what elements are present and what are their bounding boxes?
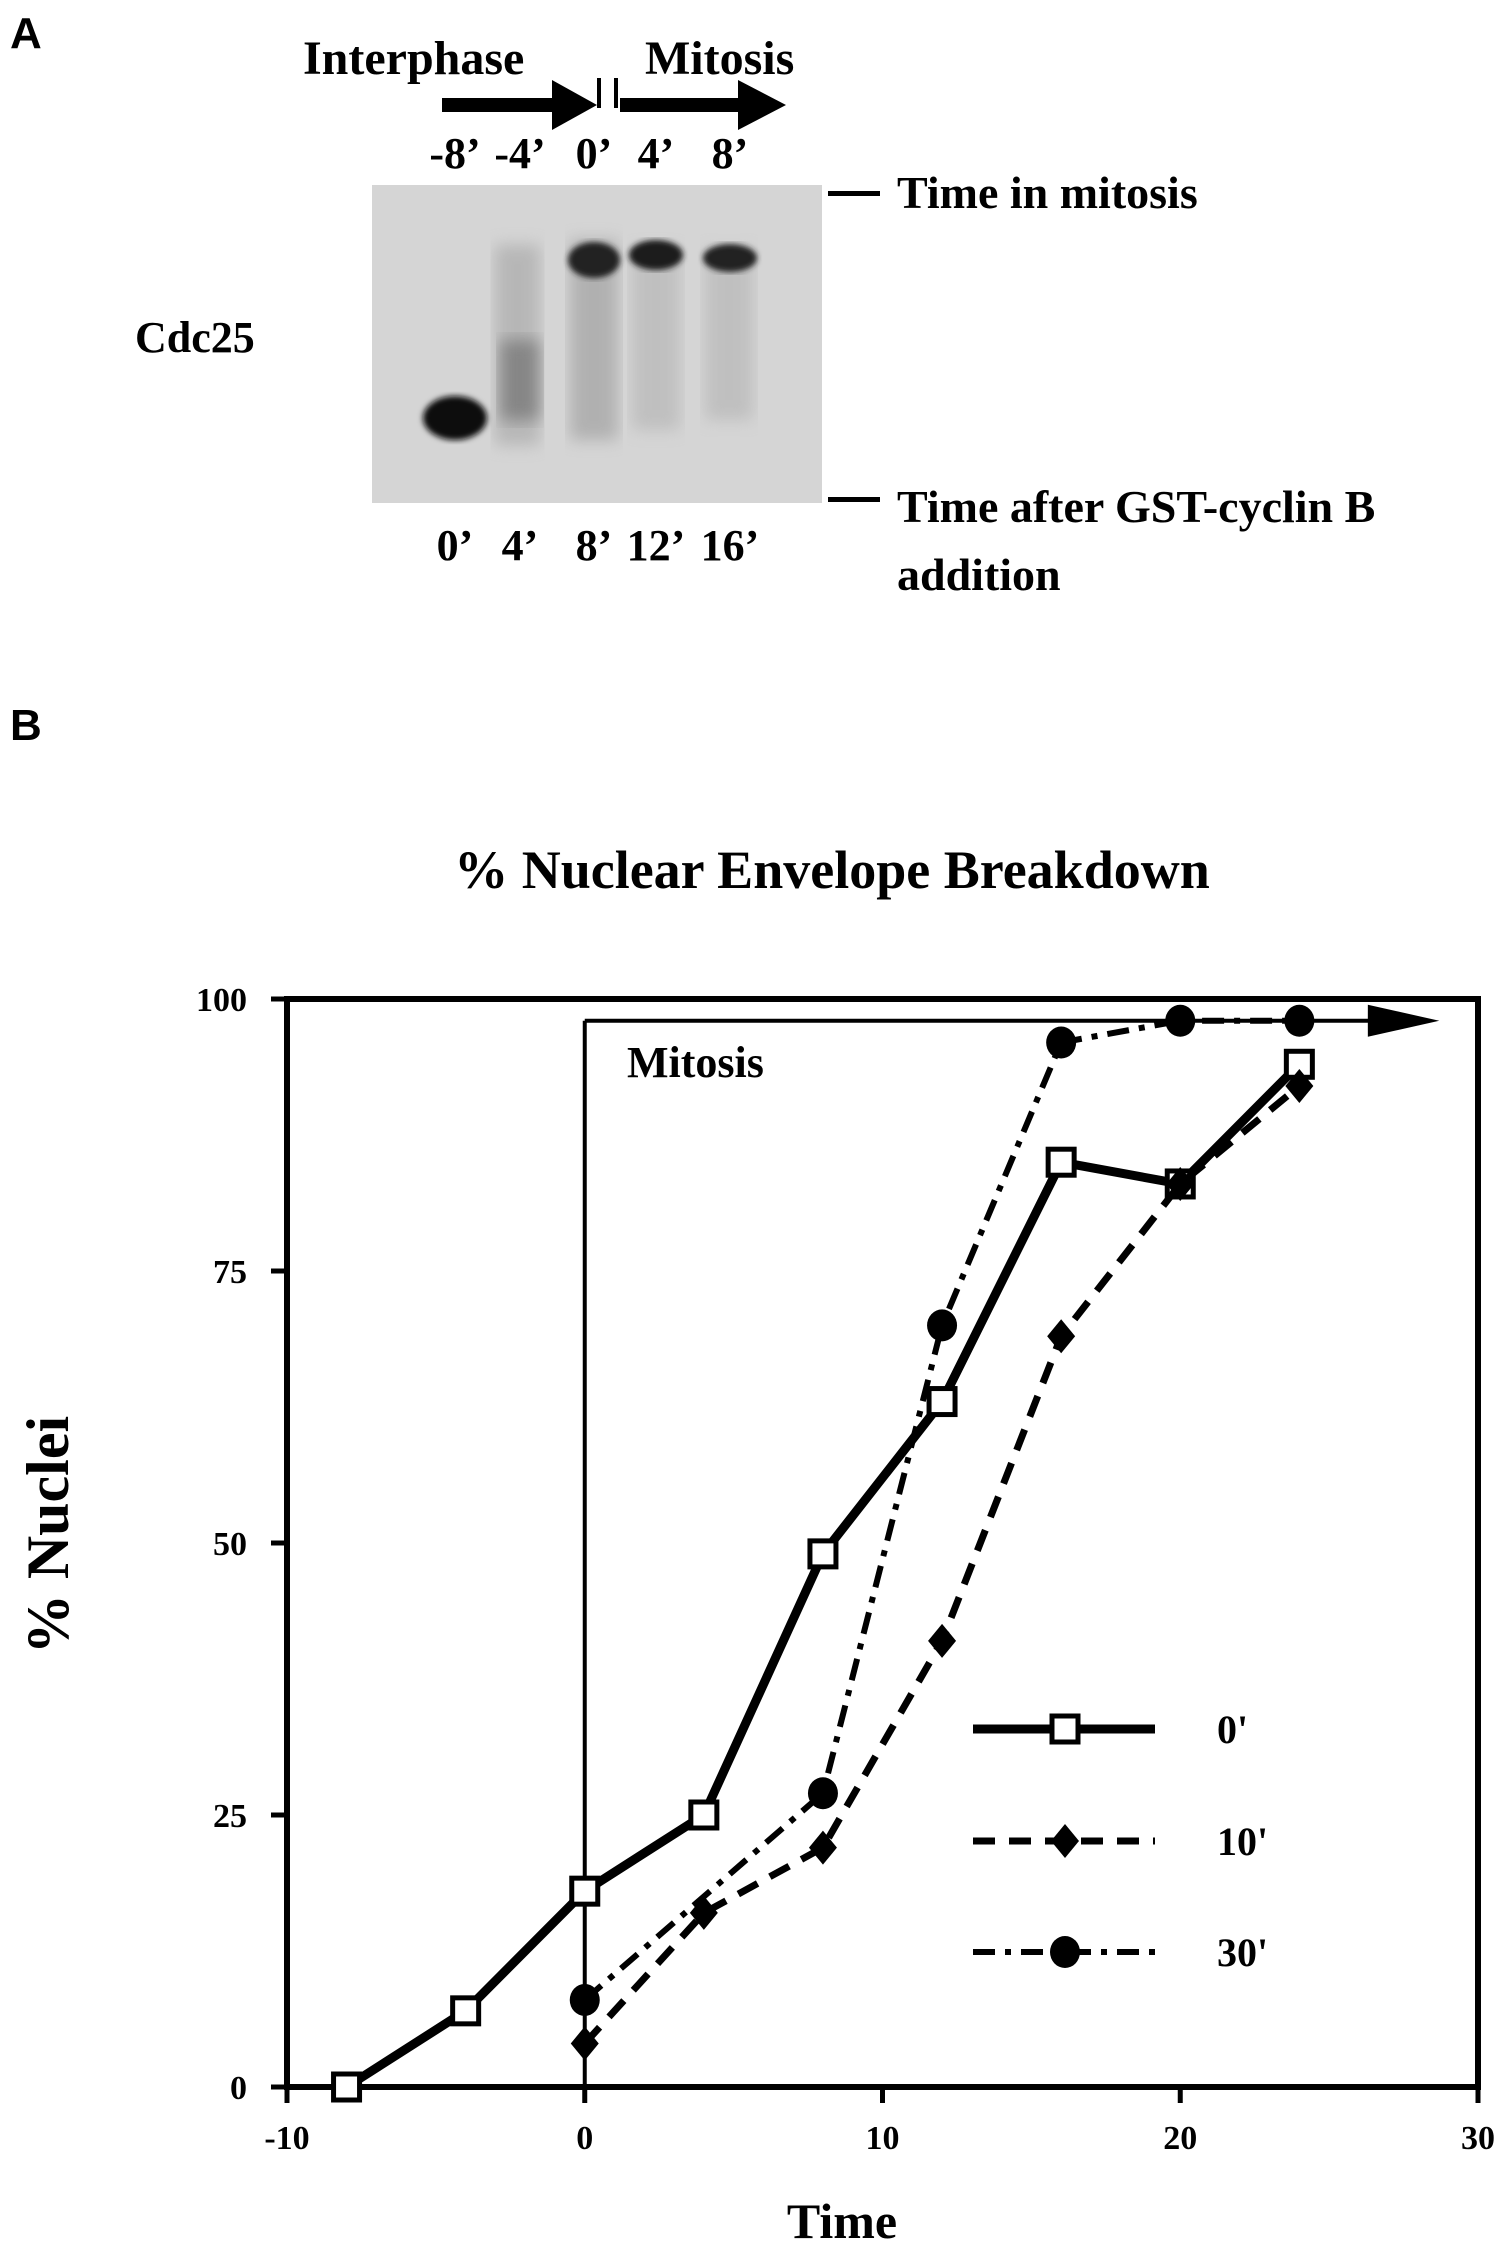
data-point (688, 1799, 720, 1831)
chart-title: % Nuclear Envelope Breakdown (454, 840, 1210, 900)
time-in-mitosis-label: Time in mitosis (897, 167, 1198, 218)
phase-divider (597, 78, 601, 108)
y-tick-label: 50 (213, 1526, 247, 1563)
x-axis-label: Time (787, 2193, 897, 2242)
data-point (926, 1386, 958, 1418)
bottom-lane-labels: 0’ 4’ 8’ 12’ 16’ (437, 521, 760, 570)
phase-divider (614, 78, 618, 108)
data-point (569, 1875, 601, 1907)
legend-marker (1050, 1936, 1080, 1968)
data-point (1165, 1004, 1196, 1037)
data-point (331, 2071, 363, 2103)
gel-blot (372, 185, 822, 503)
series-line (344, 1061, 1303, 2091)
data-point (808, 1830, 837, 1865)
marker-tick (828, 497, 880, 502)
data-point (927, 1309, 958, 1342)
axes: -10 0 10 20 30 0 25 50 75 100 (196, 982, 1495, 2157)
y-tick-label: 0 (230, 2070, 247, 2107)
time-after-cyclin-label: Time after GST-cyclin B (897, 481, 1375, 532)
legend-marker (1049, 1713, 1081, 1745)
data-point (807, 1538, 839, 1570)
data-point (1285, 1069, 1314, 1104)
series-group (331, 1004, 1315, 2103)
mitosis-arrow-a (620, 80, 786, 130)
bottom-lane-label: 0’ (437, 521, 474, 570)
y-tick-label: 75 (213, 1254, 247, 1291)
interphase-label: Interphase (303, 32, 524, 85)
interphase-arrow (442, 80, 597, 130)
mitosis-label-b: Mitosis (627, 1038, 764, 1087)
legend-label: 30' (1217, 1930, 1268, 1975)
time-after-cyclin-label-2: addition (897, 549, 1061, 600)
marker-tick (828, 191, 880, 196)
bottom-lane-label: 4’ (502, 521, 539, 570)
data-point (1046, 1026, 1077, 1059)
y-axis-label: % Nuclei (15, 1416, 81, 1654)
top-lane-label: -4’ (494, 129, 545, 178)
bottom-lane-label: 8’ (576, 521, 613, 570)
x-tick-label: -10 (264, 2120, 309, 2157)
legend: 0' 10' 30' (973, 1707, 1268, 1975)
plot-frame (284, 996, 1481, 2090)
panel-b-label: B (10, 701, 42, 750)
bottom-lane-label: 16’ (701, 521, 760, 570)
data-point (450, 1995, 482, 2027)
data-point (1047, 1319, 1076, 1354)
y-tick-label: 100 (196, 982, 247, 1019)
legend-marker (1051, 1824, 1079, 1858)
top-lane-labels: -8’ -4’ 0’ 4’ 8’ (429, 129, 748, 178)
top-lane-label: 0’ (576, 129, 613, 178)
series-2 (569, 1004, 1315, 2016)
x-tick-label: 20 (1163, 2120, 1197, 2157)
x-tick-label: 10 (866, 2120, 900, 2157)
x-tick-label: 30 (1461, 2120, 1495, 2157)
data-point (569, 1983, 600, 2016)
y-tick-label: 25 (213, 1798, 247, 1835)
panel-a-label: A (10, 9, 42, 58)
series-0 (331, 1048, 1315, 2103)
data-point (928, 1623, 957, 1658)
bottom-lane-label: 12’ (627, 521, 686, 570)
data-point (1284, 1004, 1315, 1037)
mitosis-indicator (582, 1004, 1440, 2097)
top-lane-label: 8’ (712, 129, 749, 178)
data-point (570, 2026, 599, 2061)
top-lane-label: 4’ (638, 129, 675, 178)
mitosis-label-a: Mitosis (645, 32, 794, 85)
series-line (582, 1083, 1302, 2046)
data-point (1045, 1146, 1077, 1178)
legend-label: 0' (1217, 1707, 1248, 1752)
protein-label: Cdc25 (135, 313, 255, 362)
data-point (807, 1777, 838, 1810)
data-point (1166, 1166, 1195, 1201)
top-lane-label: -8’ (429, 129, 480, 178)
series-1 (570, 1069, 1314, 2061)
legend-label: 10' (1217, 1819, 1268, 1864)
x-tick-label: 0 (576, 2120, 593, 2157)
